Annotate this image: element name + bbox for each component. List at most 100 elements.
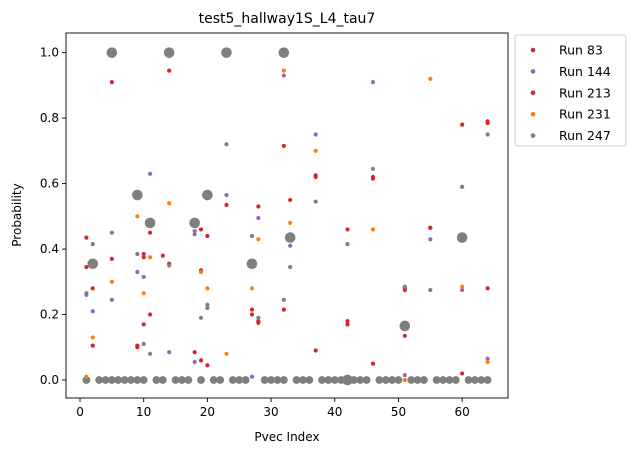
zero-point — [305, 376, 314, 384]
legend: Run 83 Run 144 Run 213 Run 231 Run 247 — [514, 34, 627, 147]
cluster-point — [278, 47, 290, 58]
series-1-point — [192, 359, 197, 365]
series-0-point — [192, 350, 197, 355]
zero-point — [235, 376, 244, 384]
y-tick-label: 0.0 — [40, 373, 59, 387]
x-tick-label: 50 — [391, 405, 406, 419]
series-3-point — [205, 286, 210, 291]
legend-marker — [530, 69, 536, 74]
series-3-point — [256, 237, 261, 242]
legend-label: Run 247 — [559, 128, 611, 143]
series-0-point — [249, 312, 255, 317]
x-axis: 0 10 20 30 40 50 60 — [76, 398, 470, 419]
series-2-point — [313, 174, 318, 180]
series-0-point — [90, 286, 95, 291]
zero-point — [197, 376, 205, 384]
series-0-point — [281, 143, 286, 149]
x-tick-label: 20 — [200, 405, 215, 419]
legend-marker — [530, 47, 536, 53]
zero-point — [451, 376, 460, 384]
x-tick-label: 40 — [327, 405, 342, 419]
zero-point — [356, 376, 365, 384]
zero-point — [260, 376, 269, 384]
zero-point — [470, 376, 479, 384]
zero-point — [158, 376, 167, 384]
legend-marker — [530, 133, 536, 138]
series-1-point — [135, 269, 140, 275]
zero-point — [483, 376, 492, 384]
series-0-point — [141, 322, 146, 327]
series-0-point — [460, 371, 465, 376]
series-0-point — [198, 358, 204, 363]
series-2-point — [141, 255, 146, 260]
series-0-point — [109, 256, 114, 261]
series-0-point — [345, 318, 350, 324]
zero-point — [152, 376, 161, 384]
series-4-point — [460, 184, 465, 189]
zero-point — [120, 376, 129, 384]
zero-point — [273, 376, 282, 384]
legend-marker — [530, 90, 536, 96]
series-0-point — [288, 197, 293, 203]
series-3-point — [249, 286, 255, 291]
series-3-point — [109, 279, 114, 284]
series-1-point — [370, 80, 376, 85]
plot-marks — [82, 47, 492, 386]
series-1-point — [167, 350, 172, 355]
zero-point — [82, 376, 91, 384]
series-0-point — [370, 361, 376, 366]
zero-point — [375, 376, 384, 384]
series-1-point — [288, 243, 293, 248]
cluster-point — [456, 232, 468, 243]
series-4-point — [345, 242, 350, 247]
series-4-point — [167, 263, 172, 268]
cluster-point — [202, 189, 213, 201]
series-1-point — [460, 287, 465, 293]
zero-point — [330, 376, 339, 384]
series-4-point — [256, 315, 261, 320]
zero-point — [477, 376, 486, 384]
series-1-point — [205, 302, 210, 307]
y-axis-label: Probability — [10, 183, 24, 246]
x-axis-label: Pvec Index — [254, 430, 319, 444]
y-tick-label: 0.4 — [40, 242, 59, 256]
series-1-point — [428, 237, 433, 242]
series-0-point — [147, 312, 153, 317]
series-0-point — [141, 251, 146, 257]
zero-point — [107, 376, 116, 384]
series-0-point — [313, 348, 318, 353]
y-tick-label: 1.0 — [40, 46, 59, 60]
series-2-point — [345, 322, 350, 327]
series-4-point — [249, 233, 255, 239]
series-1-point — [249, 374, 255, 379]
legend-label: Run 231 — [559, 107, 611, 122]
cluster-point — [163, 47, 175, 58]
series-0-point — [345, 227, 350, 232]
cluster-point — [106, 47, 118, 58]
plot-frame — [65, 32, 509, 399]
series-4-point — [402, 284, 407, 289]
zero-point — [133, 376, 142, 384]
zero-point — [209, 376, 218, 384]
legend-label: Run 83 — [559, 43, 603, 58]
cluster-point — [246, 258, 258, 270]
zero-point — [394, 376, 403, 384]
series-0-point — [84, 235, 89, 240]
series-4-point — [147, 351, 153, 356]
series-3-point — [485, 359, 490, 365]
zero-point — [439, 376, 447, 384]
series-1-point — [90, 309, 95, 314]
x-tick-label: 60 — [455, 405, 470, 419]
series-0-point — [249, 307, 255, 312]
series-3-point — [281, 68, 286, 73]
cluster-point — [144, 217, 156, 229]
zero-point — [464, 376, 473, 384]
series-1-point — [313, 132, 318, 137]
series-4-point — [281, 297, 286, 302]
series-3-point — [224, 351, 229, 356]
series-4-point — [205, 305, 210, 311]
series-1-point — [147, 171, 153, 176]
series-4-point — [370, 166, 376, 171]
series-4-point — [141, 341, 146, 347]
